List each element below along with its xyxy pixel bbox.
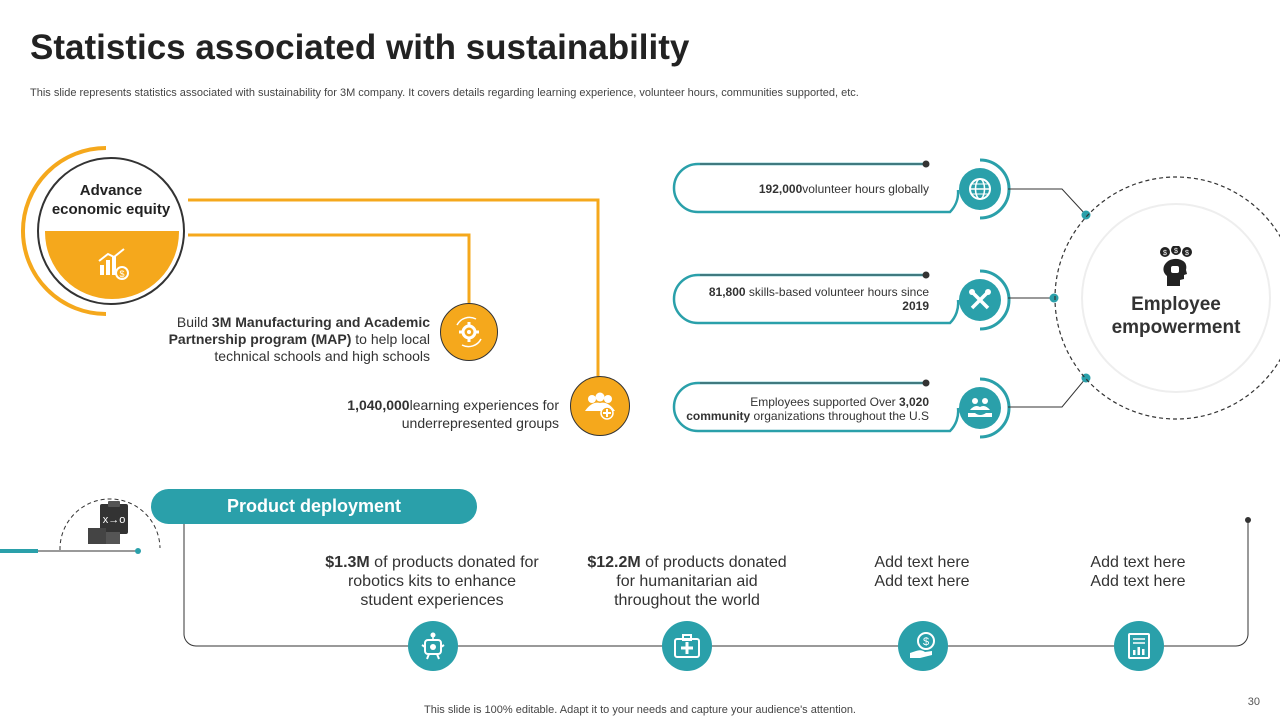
employee-item-skills-mid: skills-based volunteer hours since xyxy=(745,285,929,299)
page-title: Statistics associated with sustainabilit… xyxy=(30,28,690,67)
map-text-post: to help local technical schools and high… xyxy=(214,331,430,364)
map-text: Build 3M Manufacturing and Academic Part… xyxy=(130,314,430,365)
head-money-icon: $ $ $ xyxy=(1156,245,1196,291)
gear-cycle-icon xyxy=(456,316,482,348)
employee-item-community-pre: Employees supported Over xyxy=(750,395,899,409)
employee-empowerment-title: Employee empowerment xyxy=(1111,294,1241,338)
globe-icon xyxy=(969,178,991,200)
people-add-icon xyxy=(585,392,615,420)
page-subtitle: This slide represents statistics associa… xyxy=(30,87,859,99)
document-chart-icon xyxy=(1128,633,1150,659)
clipboard-boxes-icon: x→o xyxy=(86,500,132,553)
product-item-humanitarian-bold: $12.2M xyxy=(587,554,641,571)
product-item-placeholder-4-line2: Add text here xyxy=(1090,573,1186,590)
economic-equity-circle: Advance economic equity $ xyxy=(37,157,185,305)
svg-text:$: $ xyxy=(1185,250,1189,257)
svg-text:$: $ xyxy=(1163,250,1167,257)
product-item-placeholder-4: Add text here Add text here xyxy=(1058,553,1218,591)
employee-item-volunteer: 192,000volunteer hours globally xyxy=(700,182,929,196)
hand-money-icon: $ xyxy=(910,632,935,658)
employee-item-community-post: organizations throughout the U.S xyxy=(750,409,929,423)
product-item-robotics: $1.3M of products donated for robotics k… xyxy=(322,553,542,610)
svg-text:$: $ xyxy=(923,636,929,648)
tools-icon xyxy=(969,289,991,310)
product-deployment-title: Product deployment xyxy=(151,489,477,524)
product-item-robotics-post: of products donated for robotics kits to… xyxy=(347,554,539,609)
hand-people-icon xyxy=(968,398,992,417)
tools-icon-circle xyxy=(959,279,1001,321)
map-text-pre: Build xyxy=(176,314,212,330)
robot-icon xyxy=(421,632,445,660)
globe-icon-circle xyxy=(959,168,1001,210)
learning-text: 1,040,000learning experiences for underr… xyxy=(330,396,559,432)
product-item-robotics-bold: $1.3M xyxy=(325,554,370,571)
product-item-placeholder-3: Add text here Add text here xyxy=(842,553,1002,591)
hand-money-icon-circle: $ xyxy=(898,621,948,671)
employee-item-volunteer-post: volunteer hours globally xyxy=(802,182,929,196)
learning-text-bold: 1,040,000 xyxy=(347,397,410,413)
employee-item-skills-bold2: 2019 xyxy=(902,299,929,313)
gear-cycle-icon-circle xyxy=(440,303,498,361)
medical-kit-icon-circle xyxy=(662,621,712,671)
product-item-placeholder-4-line1: Add text here xyxy=(1090,554,1186,571)
svg-text:x→o: x→o xyxy=(103,514,126,526)
hand-people-icon-circle xyxy=(959,387,1001,429)
svg-text:$: $ xyxy=(119,269,124,279)
product-item-placeholder-3-line1: Add text here xyxy=(874,554,970,571)
employee-item-skills-bold: 81,800 xyxy=(708,285,746,299)
medical-kit-icon xyxy=(674,634,700,658)
product-item-placeholder-3-line2: Add text here xyxy=(874,573,970,590)
employee-item-community-bold: 3,020 xyxy=(898,395,929,409)
document-chart-icon-circle xyxy=(1114,621,1164,671)
page-number: 30 xyxy=(1247,696,1260,708)
people-add-icon-circle xyxy=(570,376,630,436)
employee-item-community-bold2: community xyxy=(686,409,751,423)
product-item-humanitarian-post: of products donated for humanitarian aid… xyxy=(614,554,787,609)
economic-equity-title: Advance economic equity xyxy=(51,182,171,218)
employee-item-volunteer-bold: 192,000 xyxy=(758,182,803,196)
map-text-bold: 3M Manufacturing and Academic Partnershi… xyxy=(168,314,430,347)
robot-icon-circle xyxy=(408,621,458,671)
footer-text: This slide is 100% editable. Adapt it to… xyxy=(424,704,856,716)
chart-money-icon: $ xyxy=(96,247,130,286)
employee-item-community: Employees supported Over 3,020 community… xyxy=(660,395,929,423)
employee-item-skills: 81,800 skills-based volunteer hours sinc… xyxy=(700,285,929,313)
svg-text:$: $ xyxy=(1174,248,1178,255)
learning-text-post: learning experiences for underrepresente… xyxy=(401,397,559,431)
product-item-humanitarian: $12.2M of products donated for humanitar… xyxy=(577,553,797,610)
